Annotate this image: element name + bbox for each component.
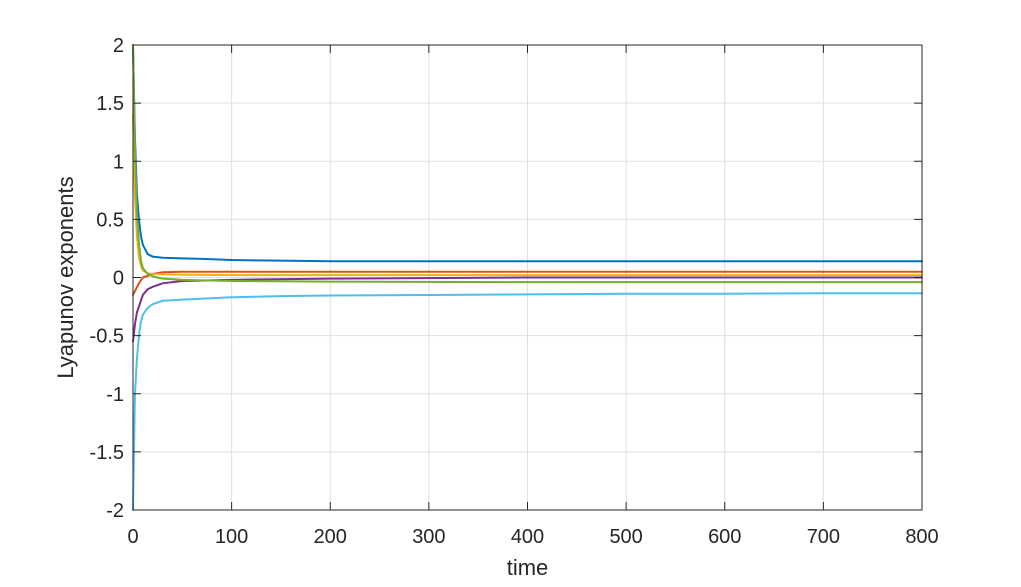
series-line-3 <box>132 113 923 277</box>
y-tick-label: 2 <box>113 35 124 57</box>
x-tick-label: 400 <box>511 526 544 548</box>
x-tick-label: 600 <box>708 526 741 548</box>
series-group <box>132 44 923 511</box>
x-tick-label: 700 <box>807 526 840 548</box>
x-tick-label: 100 <box>215 526 248 548</box>
x-tick-label: 0 <box>127 526 138 548</box>
y-tick-label: -1 <box>106 384 124 406</box>
series-line-1 <box>132 44 923 263</box>
y-tick-label: 1 <box>113 151 124 173</box>
y-tick-label: -2 <box>106 500 124 522</box>
y-axis-label: Lyapunov exponents <box>53 176 78 378</box>
y-tick-label: -0.5 <box>90 326 124 348</box>
series-line-4 <box>132 276 923 343</box>
series-line-2 <box>132 270 923 296</box>
x-axis-label: time <box>507 555 549 580</box>
y-tick-label: -1.5 <box>90 442 124 464</box>
y-tick-label: 0.5 <box>96 209 124 231</box>
x-tick-label: 500 <box>609 526 642 548</box>
x-tick-label: 300 <box>412 526 445 548</box>
y-tick-label: 0 <box>113 268 124 290</box>
y-tick-label: 1.5 <box>96 93 124 115</box>
x-tick-label: 200 <box>314 526 347 548</box>
series-line-5 <box>132 44 923 284</box>
series-line-6 <box>132 292 923 511</box>
x-tick-label: 800 <box>905 526 938 548</box>
ticks: 0 100 200 300 400 500 600 700 800 -2 -1.5 -1 -0.5 0 0.… <box>90 35 939 548</box>
